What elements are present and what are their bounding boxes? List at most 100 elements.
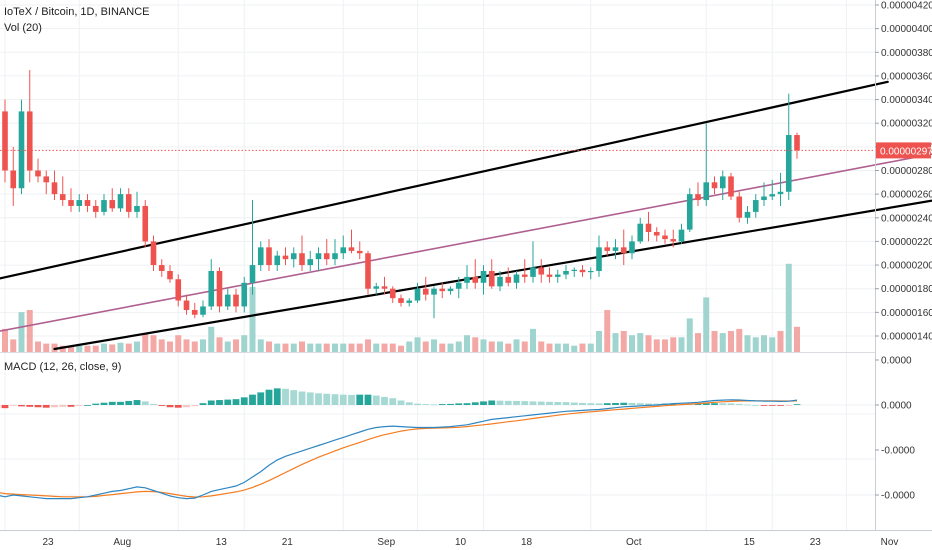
macd-histogram-bar (191, 405, 199, 407)
macd-histogram-bar (463, 403, 471, 405)
macd-histogram-bar (364, 394, 372, 405)
macd-histogram-bar (315, 393, 322, 405)
macd-histogram-bar (414, 403, 421, 405)
volume-bar (785, 263, 792, 352)
price-tick-label: 0.00000200 (881, 261, 932, 272)
macd-histogram-bar (339, 394, 347, 405)
volume-bar (447, 343, 454, 352)
candle-body (736, 196, 743, 218)
macd-tick-label: -0.0000 (881, 446, 915, 457)
volume-bar (183, 339, 190, 352)
macd-histogram-bar (323, 393, 331, 405)
volume-bar (431, 339, 437, 352)
macd-histogram-bar (422, 404, 430, 405)
candle-body (703, 182, 710, 201)
volume-bar (794, 326, 800, 352)
macd-axis[interactable]: 0.0000 0.0000 -0.0000 -0.0000 (875, 356, 915, 502)
channel-upper-line (0, 80, 889, 280)
volume-bar (439, 343, 446, 352)
candle-body (538, 267, 545, 275)
candle-body (282, 255, 289, 260)
volume-bar (332, 343, 338, 352)
candle-body (257, 247, 264, 266)
macd-histogram-bar (1, 405, 9, 409)
volume-bar (546, 343, 553, 352)
time-tick-label: 15 (744, 537, 756, 548)
macd-histogram-bar (455, 403, 463, 405)
candle-body (158, 265, 165, 271)
volume-bar (505, 343, 512, 352)
macd-histogram-bar (521, 401, 529, 405)
macd-histogram-bar (529, 401, 537, 405)
time-axis[interactable]: 23 Aug 13 21 Sep 10 18 Oct 15 23 Nov (42, 537, 898, 548)
candle-body (167, 270, 173, 280)
volume-bar (150, 335, 157, 352)
macd-histogram-bar (34, 405, 42, 408)
volume-bar (629, 335, 635, 352)
candle-body (653, 231, 660, 236)
volume-bar (686, 318, 693, 352)
macd-histogram-bar (75, 405, 83, 406)
candlesticks[interactable] (0, 17, 800, 319)
macd-histogram-bar (141, 401, 149, 405)
macd-histogram-bar (265, 389, 273, 405)
volume-bar (2, 328, 8, 352)
candle-body (761, 196, 767, 201)
price-tick-label: 0.00000380 (881, 48, 932, 59)
macd-histogram-bar (150, 403, 157, 405)
candle-body (744, 211, 751, 218)
volume-bar (208, 326, 215, 352)
candle-body (719, 176, 726, 189)
candle-body (794, 135, 800, 151)
volume-bar (216, 337, 223, 352)
volume-bar (711, 331, 718, 352)
price-axis[interactable]: 0.00000420 0.00000400 0.00000380 0.00000360… (875, 1, 932, 343)
macd-histogram-bar (389, 398, 397, 405)
volume-bar (51, 343, 58, 352)
candle-body (497, 276, 503, 287)
candle-body (579, 269, 586, 273)
macd-lines (0, 399, 798, 500)
macd-histogram-bar (207, 400, 215, 405)
price-tick-label: 0.00000420 (881, 1, 932, 12)
signal-line (0, 400, 798, 498)
candle-body (175, 279, 182, 301)
macd-histogram-bar (546, 401, 553, 405)
volume-bar (365, 339, 371, 352)
candle-body (10, 170, 17, 189)
volume-bar (373, 343, 380, 352)
candle-body (191, 309, 198, 315)
macd-histogram-bar (42, 405, 50, 408)
macd-histogram-bar (711, 403, 718, 405)
candle-body (563, 270, 569, 275)
volume-bar (266, 341, 272, 352)
candle-body (455, 282, 462, 289)
volume-bar (596, 331, 602, 352)
candle-body (323, 253, 330, 260)
macd-histogram-bar (125, 400, 133, 405)
macd-histogram-bar (249, 394, 256, 405)
candle-body (150, 241, 157, 266)
trend-channel[interactable] (0, 80, 932, 351)
macd-histogram-bar (744, 404, 751, 406)
macd-histogram-bar (702, 403, 710, 405)
macd-histogram-bar (760, 405, 768, 406)
volume-bar (323, 343, 330, 352)
candle-body (620, 247, 627, 254)
candle-body (678, 229, 685, 242)
volume-bar (488, 341, 495, 352)
candle-body (373, 286, 380, 289)
volume-bar (744, 335, 751, 352)
candle-body (571, 269, 578, 271)
volume-bar (257, 339, 264, 352)
candle-body (365, 253, 371, 289)
macd-histogram-bar (595, 403, 603, 405)
volume-indicator-label: Vol (20) (4, 22, 42, 34)
volume-bar (637, 333, 644, 352)
volume-bar (728, 331, 734, 352)
time-tick-label: 18 (521, 537, 533, 548)
volume-bar (422, 341, 429, 352)
price-tick-label: 0.00000220 (881, 237, 932, 248)
volume-bar (200, 339, 206, 352)
